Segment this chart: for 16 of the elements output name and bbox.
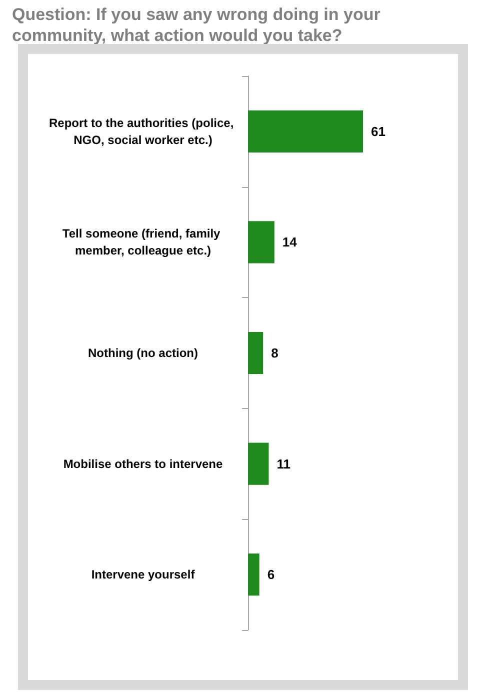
bar xyxy=(248,221,274,264)
y-tick-label: Nothing (no action) xyxy=(88,346,198,360)
data-label: 14 xyxy=(282,234,298,250)
y-tick-label: Report to the authorities (police, NGO, social worker etc.) xyxy=(48,116,238,147)
y-tick-label: Intervene yourself xyxy=(91,568,196,582)
bar xyxy=(248,442,269,485)
data-label: 61 xyxy=(371,124,386,139)
bar xyxy=(248,554,260,596)
y-tick-label: Tell someone (friend, family member, colleague etc.) xyxy=(62,226,224,258)
data-label: 11 xyxy=(276,456,290,472)
bar xyxy=(248,332,264,374)
data-label: 6 xyxy=(267,567,275,582)
chart-title: Question: If you saw any wrong doing in your community, what action would you take? xyxy=(12,4,382,46)
bar xyxy=(248,110,364,152)
data-label: 8 xyxy=(271,346,278,360)
y-tick-label: Mobilise others to intervene xyxy=(63,456,223,471)
